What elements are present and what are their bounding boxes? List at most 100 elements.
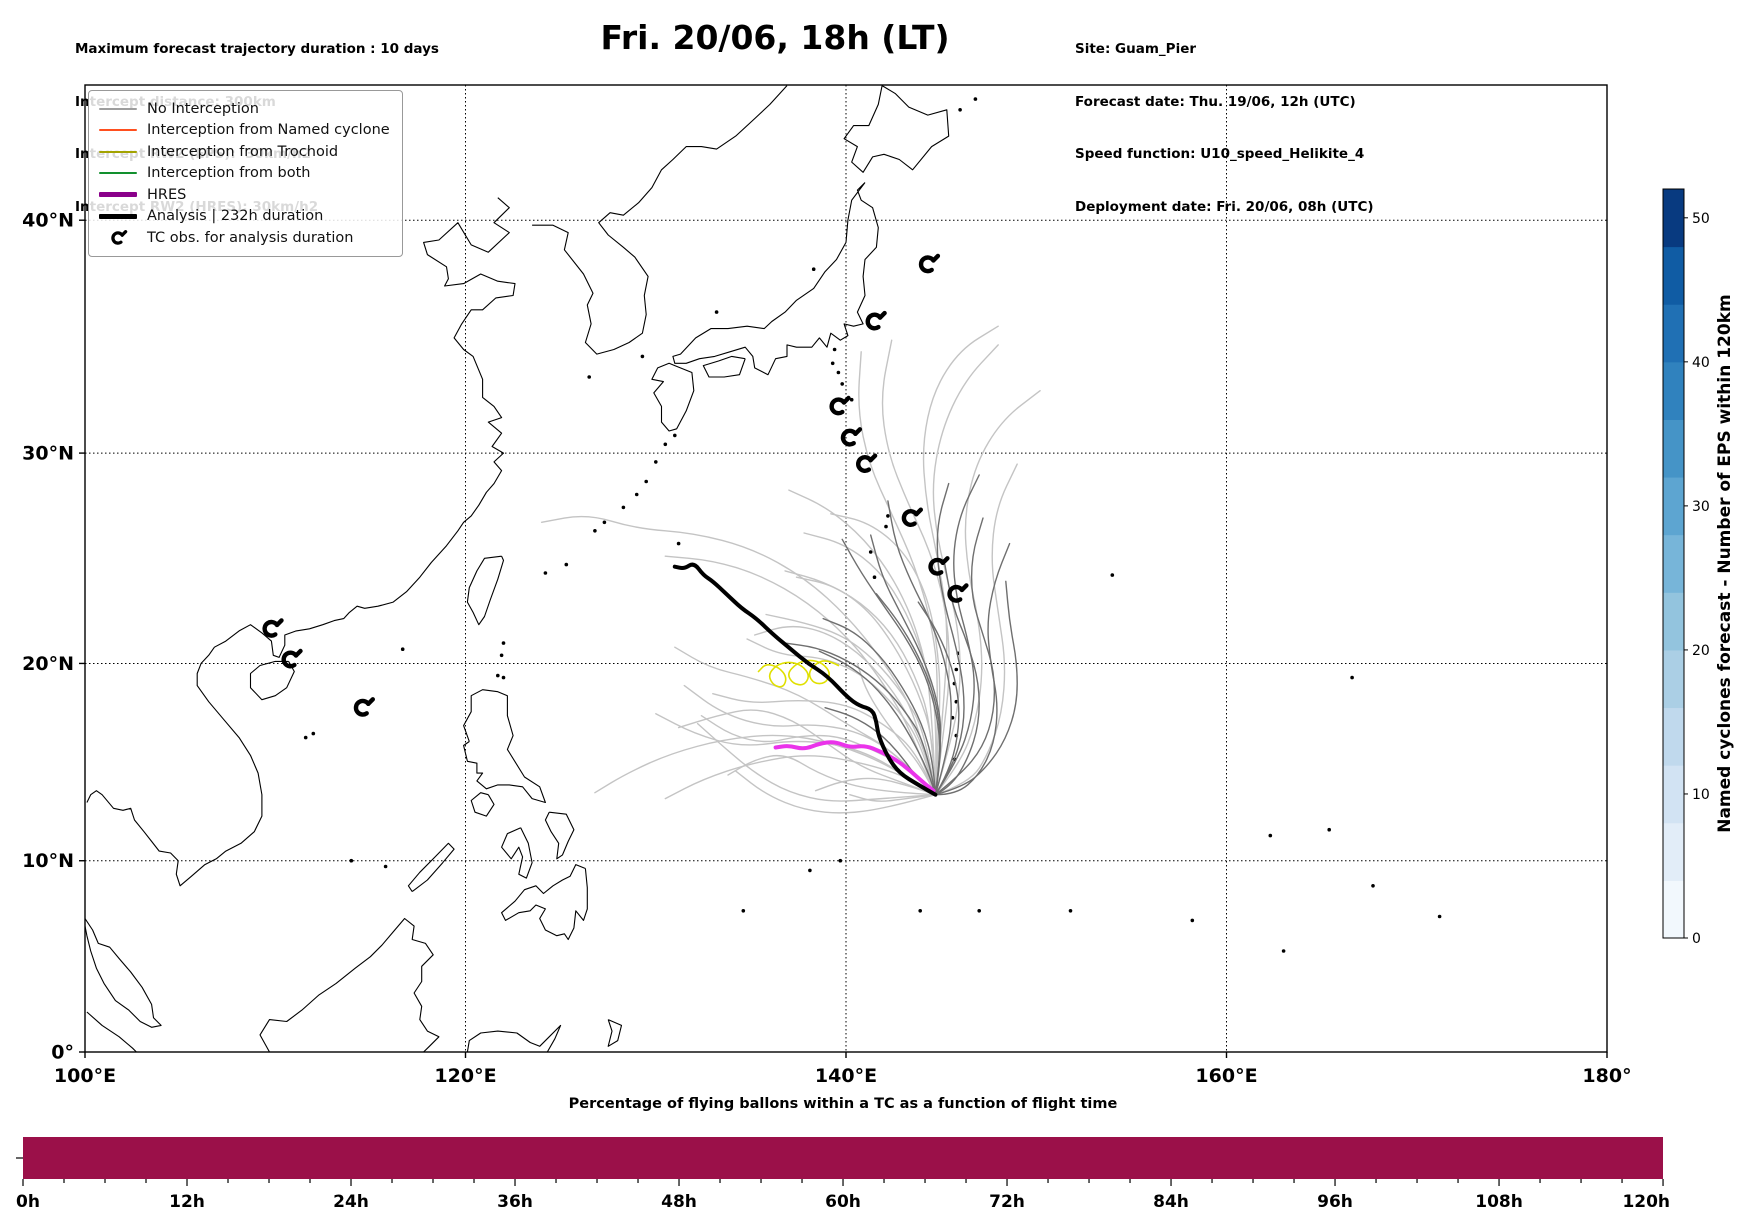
- ensemble-trajectory: [934, 580, 1018, 796]
- ensemble-trajectory: [932, 344, 999, 796]
- legend-line: [99, 192, 137, 198]
- param-site: Site: Guam_Pier: [1075, 41, 1197, 57]
- strip-x-tick-label: 120h: [1622, 1192, 1670, 1212]
- island-dot: [836, 370, 841, 375]
- ensemble-trajectory: [788, 489, 937, 796]
- x-tick-label: 160°E: [1195, 1065, 1257, 1087]
- ensemble-trajectory: [696, 722, 937, 802]
- ensemble-trajectory: [712, 693, 937, 796]
- ensemble-trajectory: [858, 351, 938, 796]
- legend-item: Interception from both: [99, 163, 390, 185]
- colorbar-border: [1662, 188, 1685, 939]
- colorbar-segment: [1663, 649, 1684, 709]
- island-dot: [1327, 827, 1331, 832]
- coastline: [672, 182, 879, 376]
- island-dot: [311, 731, 316, 736]
- ensemble-trajectory: [814, 777, 937, 796]
- strip-x-tick-label: 48h: [661, 1192, 697, 1212]
- ensemble-trajectory: [664, 755, 937, 800]
- param-max-duration: Maximum forecast trajectory duration : 1…: [75, 41, 439, 57]
- ensemble-trajectory: [784, 642, 937, 796]
- tc-symbol: [928, 556, 950, 576]
- ensemble-trajectory: [881, 339, 950, 796]
- ensemble-trajectory: [849, 794, 937, 802]
- tc-symbol-icon: [99, 227, 137, 249]
- x-tick-label: 140°E: [815, 1065, 877, 1087]
- colorbar-tick-label: 0: [1692, 931, 1701, 947]
- coastlines: [85, 85, 1442, 1052]
- legend-line: [99, 150, 137, 153]
- colorbar-segment: [1663, 304, 1684, 363]
- coastline: [85, 918, 162, 1028]
- island-dot: [1110, 573, 1115, 577]
- strip-bar: [23, 1137, 1663, 1179]
- legend-line-swatch: [99, 107, 137, 110]
- ensemble-trajectory: [765, 613, 937, 796]
- island-dot: [501, 641, 506, 645]
- colorbar-label: Named cyclones forecast - Number of EPS …: [1715, 294, 1735, 833]
- ensemble-trajectory: [917, 601, 960, 796]
- tc-symbol: [865, 310, 887, 331]
- island-dot: [741, 909, 746, 913]
- param-speed-function: Speed function: U10_speed_Helikite_4: [1075, 146, 1365, 162]
- tc-symbol-small: [111, 229, 128, 245]
- island-dot: [543, 571, 548, 575]
- tc-symbol: [947, 583, 969, 603]
- colorbar-segment: [1663, 822, 1684, 881]
- island-dot: [954, 667, 959, 672]
- legend-item: Interception from Trochoid: [99, 141, 390, 163]
- colorbar-tick-label: 20: [1692, 643, 1710, 659]
- coastline: [651, 362, 695, 432]
- legend-item-label: HRES: [147, 186, 187, 203]
- param-forecast-date: Forecast date: Thu. 19/06, 12h (UTC): [1075, 93, 1356, 110]
- coastline: [86, 1011, 137, 1052]
- island-dot: [958, 108, 962, 112]
- colorbar-segment: [1663, 534, 1684, 593]
- y-tick-label: 40°N: [22, 210, 74, 232]
- ensemble-trajectory: [735, 770, 937, 814]
- strip-x-tick-label: 108h: [1475, 1192, 1523, 1212]
- colorbar-segment: [1663, 765, 1684, 824]
- strip-chart: 0h 12h 24h 36h 48h 60h 72h 84h 96h 108h 120h: [16, 1137, 1670, 1212]
- coastline: [501, 827, 533, 879]
- coastline: [463, 689, 546, 804]
- tc-symbol: [856, 453, 878, 474]
- ensemble-trajectory: [655, 713, 937, 796]
- coastline: [466, 1024, 562, 1052]
- island-dot: [832, 347, 837, 352]
- island-dot: [838, 858, 843, 863]
- tc-symbol: [111, 229, 128, 245]
- coastline: [86, 197, 516, 887]
- ensemble-trajectory: [841, 538, 941, 796]
- gridlines: [85, 85, 1608, 1052]
- island-dot: [383, 864, 388, 869]
- legend-item: No Interception: [99, 98, 390, 120]
- y-tick-label: 20°N: [22, 653, 74, 675]
- tc-symbol: [918, 253, 941, 274]
- legend-item-label: Interception from Trochoid: [147, 143, 339, 160]
- analysis-track: [672, 562, 938, 797]
- strip-x-tick-label: 60h: [825, 1192, 861, 1212]
- colorbar-segment: [1663, 707, 1684, 766]
- ensemble-trajectory: [830, 513, 941, 796]
- island-dot: [884, 524, 888, 529]
- island-dot: [1190, 918, 1195, 923]
- ensemble-trajectory: [934, 463, 1018, 796]
- strip-x-tick-label: 72h: [989, 1192, 1025, 1212]
- island-dot: [640, 354, 645, 359]
- island-dot: [1068, 909, 1073, 913]
- tc-symbol: [829, 395, 851, 416]
- x-tick-label: 180°: [1582, 1065, 1631, 1087]
- coastline: [249, 660, 295, 701]
- legend-item-label: TC obs. for analysis duration: [147, 229, 354, 246]
- island-dot: [1437, 914, 1442, 919]
- island-dot: [602, 520, 607, 525]
- header-right-params: Site: Guam_Pier Forecast date: Thu. 19/0…: [1075, 6, 1374, 234]
- strip-x-tick-label: 24h: [333, 1192, 369, 1212]
- island-dot: [849, 397, 854, 402]
- ensemble-trajectory: [934, 542, 1011, 796]
- tc-symbol: [353, 697, 375, 717]
- legend-item: Interception from Named cyclone: [99, 120, 390, 142]
- tc-observations: [262, 253, 969, 717]
